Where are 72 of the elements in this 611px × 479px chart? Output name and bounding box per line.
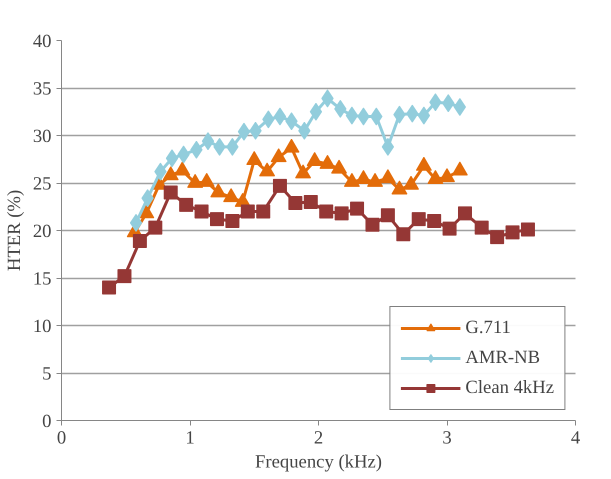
- y-tick-label: 20: [32, 221, 52, 242]
- point: [442, 222, 457, 236]
- point: [226, 138, 239, 156]
- point: [288, 196, 302, 210]
- point: [393, 106, 406, 124]
- point: [298, 122, 311, 140]
- point: [177, 146, 190, 164]
- point: [240, 204, 255, 218]
- y-tick-label: 25: [32, 174, 52, 194]
- point: [102, 280, 116, 294]
- point: [520, 222, 535, 237]
- point: [117, 269, 132, 284]
- y-tick-label: 10: [32, 316, 52, 337]
- point: [194, 204, 209, 218]
- point: [474, 220, 489, 235]
- point: [334, 100, 347, 118]
- y-tick-label: 35: [32, 78, 52, 100]
- x-tick-label: 4: [570, 428, 581, 448]
- point: [334, 206, 349, 220]
- point: [350, 202, 364, 216]
- point: [141, 189, 154, 208]
- point: [458, 206, 472, 220]
- point: [256, 204, 270, 218]
- point: [249, 122, 262, 140]
- y-axis-title: HTER (%): [4, 190, 25, 272]
- point: [454, 98, 466, 116]
- point: [190, 140, 203, 159]
- point: [166, 149, 178, 168]
- point: [365, 218, 380, 232]
- point: [213, 138, 226, 156]
- point: [429, 93, 442, 112]
- point: [346, 106, 358, 125]
- point: [238, 122, 250, 141]
- x-tick-label: 1: [185, 428, 195, 448]
- point: [285, 112, 298, 130]
- y-tick-label: 30: [32, 126, 52, 147]
- point: [490, 230, 504, 244]
- point: [262, 110, 275, 128]
- point: [179, 198, 194, 212]
- point: [154, 162, 167, 181]
- point: [164, 186, 178, 200]
- y-tick-label: 0: [42, 411, 52, 432]
- point: [310, 102, 322, 121]
- legend-label: Clean 4kHz: [465, 377, 554, 399]
- x-tick-label: 3: [442, 428, 452, 448]
- point: [396, 227, 410, 242]
- legend-label: G.711: [465, 317, 511, 339]
- x-axis-title: Frequency (kHz): [255, 452, 382, 472]
- point: [412, 212, 426, 226]
- point: [272, 178, 287, 193]
- x-tick-label: 0: [56, 428, 66, 448]
- point: [225, 214, 240, 228]
- y-tick-label: 40: [32, 31, 52, 52]
- point: [321, 89, 334, 108]
- point: [319, 204, 334, 218]
- point: [202, 132, 214, 150]
- point: [418, 106, 430, 125]
- x-tick-label: 2: [314, 428, 324, 448]
- point: [382, 138, 394, 156]
- point: [274, 108, 286, 126]
- point: [210, 212, 224, 226]
- y-tick-label: 15: [32, 268, 52, 290]
- point: [130, 214, 142, 232]
- point: [427, 214, 442, 228]
- legend-label: AMR-NB: [465, 347, 540, 369]
- point: [380, 208, 395, 222]
- point: [132, 234, 147, 248]
- point: [304, 195, 318, 209]
- point: [148, 220, 162, 235]
- y-tick-label: 5: [42, 364, 52, 384]
- point: [357, 108, 370, 126]
- point: [506, 225, 520, 240]
